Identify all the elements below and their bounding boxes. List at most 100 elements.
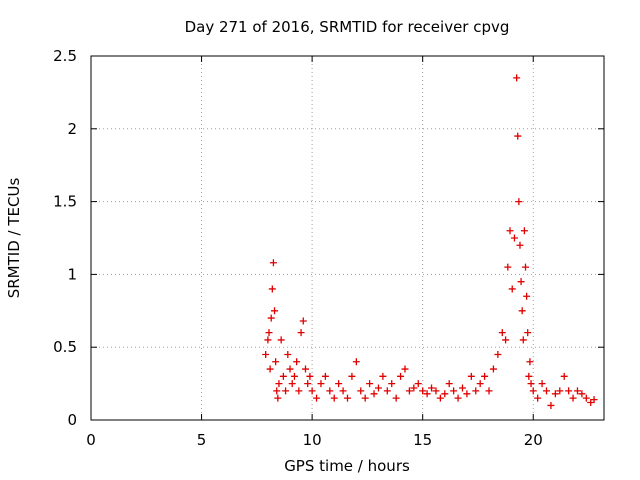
chart-title: Day 271 of 2016, SRMTID for receiver cpv… <box>185 18 510 36</box>
data-point <box>524 329 532 337</box>
data-point <box>282 387 290 395</box>
data-point <box>578 390 586 398</box>
data-point <box>472 387 480 395</box>
data-point <box>436 394 444 402</box>
plot-frame <box>90 55 605 421</box>
data-point <box>401 365 409 373</box>
y-tick-label: 1 <box>67 265 77 283</box>
data-point <box>266 365 274 373</box>
data-point <box>515 198 523 206</box>
data-point <box>262 350 270 358</box>
data-point <box>525 372 533 380</box>
data-point <box>295 387 303 395</box>
data-point <box>527 380 535 388</box>
data-point <box>290 372 298 380</box>
data-point <box>419 387 427 395</box>
data-point <box>321 372 329 380</box>
x-tick-label: 0 <box>86 431 96 449</box>
data-point <box>534 394 542 402</box>
data-point <box>517 278 525 286</box>
data-point <box>538 380 546 388</box>
data-point <box>304 380 312 388</box>
data-point <box>556 387 564 395</box>
data-point <box>428 384 436 392</box>
data-point <box>410 384 418 392</box>
data-point <box>344 394 351 402</box>
x-axis-label: GPS time / hours <box>284 457 410 475</box>
data-point <box>467 372 475 380</box>
y-tick-label: 0.5 <box>53 338 77 356</box>
data-point <box>441 390 449 398</box>
data-point <box>405 387 413 395</box>
data-point <box>264 336 272 344</box>
data-point <box>504 263 512 271</box>
data-point <box>522 263 530 271</box>
data-point <box>502 336 510 344</box>
y-tick-label: 1.5 <box>53 193 77 211</box>
data-point <box>494 350 502 358</box>
data-point <box>299 317 307 325</box>
data-point <box>297 329 305 337</box>
data-point <box>508 285 516 293</box>
x-tick-label: 15 <box>413 431 432 449</box>
data-point <box>560 372 568 380</box>
data-point <box>352 358 360 366</box>
data-point <box>274 394 282 402</box>
data-point <box>265 329 273 337</box>
x-tick-label: 10 <box>303 431 322 449</box>
data-point <box>590 396 598 404</box>
data-point <box>301 365 309 373</box>
data-point <box>397 372 405 380</box>
data-point <box>366 380 374 388</box>
data-point <box>423 390 431 398</box>
data-point <box>543 387 551 395</box>
data-point <box>268 285 276 293</box>
data-point <box>348 372 356 380</box>
data-point <box>513 74 521 82</box>
data-point <box>454 394 462 402</box>
data-point <box>458 384 466 392</box>
data-point <box>551 390 559 398</box>
data-point <box>335 380 343 388</box>
data-point <box>432 387 440 395</box>
data-point <box>308 387 316 395</box>
data-point <box>388 380 396 388</box>
data-point <box>547 401 555 409</box>
y-tick-label: 0 <box>67 411 77 429</box>
data-point <box>569 394 577 402</box>
data-point <box>383 387 391 395</box>
data-point <box>317 380 325 388</box>
data-point <box>463 390 471 398</box>
data-point <box>516 241 524 249</box>
data-point <box>392 394 400 402</box>
data-point <box>306 372 314 380</box>
data-points <box>262 74 598 409</box>
data-point <box>326 387 334 395</box>
data-point <box>519 336 527 344</box>
x-tick-label: 20 <box>524 431 543 449</box>
data-point <box>330 394 338 402</box>
data-point <box>445 380 453 388</box>
data-point <box>275 380 283 388</box>
data-point <box>339 387 347 395</box>
data-point <box>357 387 365 395</box>
data-point <box>481 372 489 380</box>
data-point <box>313 394 321 402</box>
data-point <box>267 314 275 322</box>
y-tick-label: 2 <box>67 120 77 138</box>
data-point <box>273 387 281 395</box>
data-point <box>293 358 301 366</box>
data-point <box>498 329 506 337</box>
data-point <box>271 307 279 315</box>
data-point <box>414 380 422 388</box>
y-tick-label: 2.5 <box>53 47 77 65</box>
data-point <box>277 336 285 344</box>
data-point <box>506 227 514 235</box>
data-point <box>485 387 493 395</box>
axis-ticks: 0 5 10 15 20 0 0.5 1 1.5 2 2.5 <box>53 47 604 449</box>
data-point <box>476 380 484 388</box>
y-axis-label: SRMTID / TECUs <box>5 178 23 299</box>
data-point <box>361 394 369 402</box>
data-point <box>374 384 382 392</box>
